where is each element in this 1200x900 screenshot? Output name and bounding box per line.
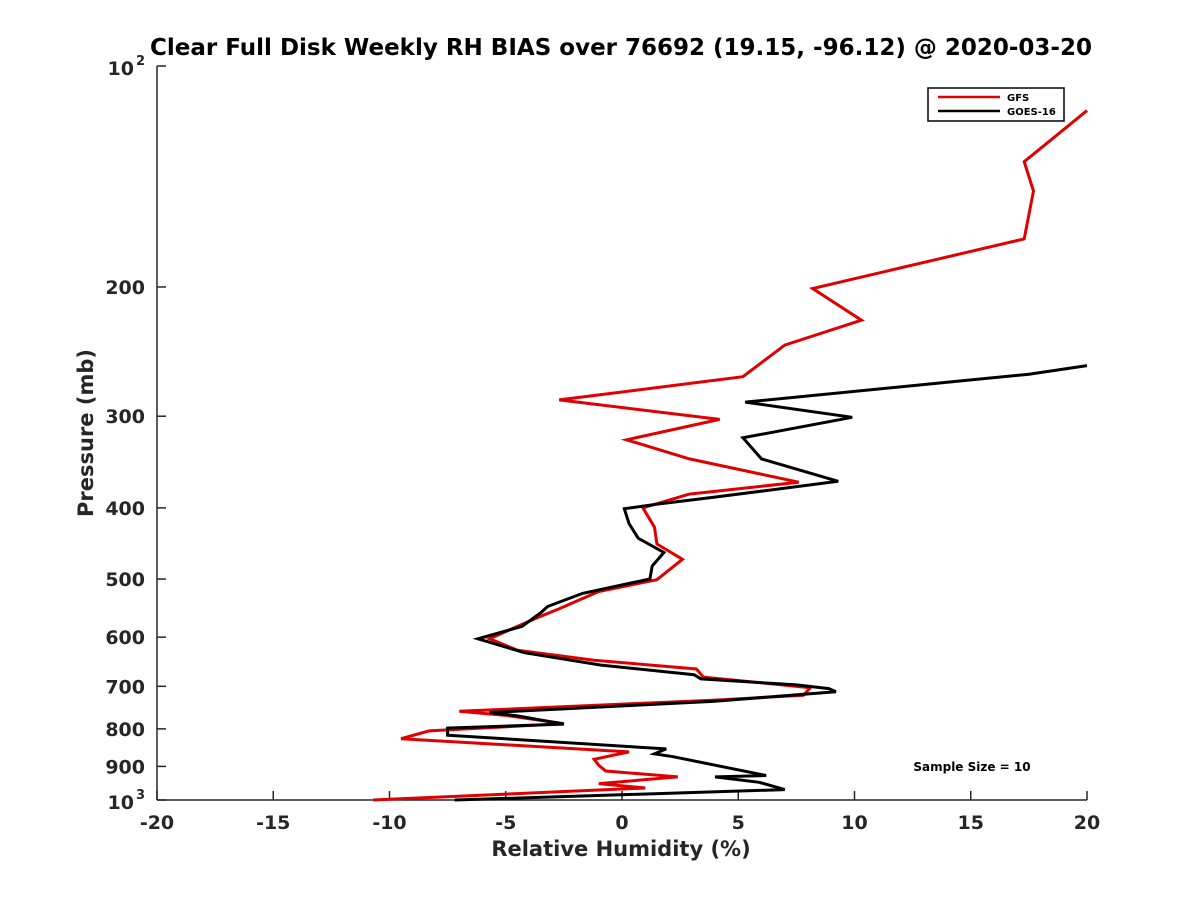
x-tick-label: -5 [495,812,516,834]
series-lines [373,109,1088,802]
y-tick-label: 500 [105,569,145,591]
y-tick-label: 700 [105,676,145,698]
y-bottom-decade-label: 10 [108,792,134,814]
series-line-goes16 [446,364,1088,802]
y-tick-label: 400 [105,498,145,520]
sample-size-annotation: Sample Size = 10 [913,760,1030,774]
y-tick-label: 900 [105,756,145,778]
x-tick-label: -10 [372,812,406,834]
x-tick-label: 20 [1074,812,1100,834]
y-top-decade-label: 10 [108,58,134,80]
y-tick-label: 200 [105,277,145,299]
x-tick-label: 15 [958,812,984,834]
y-tick-label: 800 [105,719,145,741]
legend-box [927,87,1065,122]
chart-title: Clear Full Disk Weekly RH BIAS over 7669… [150,35,1092,61]
x-tick-label: 0 [615,812,628,834]
x-tick-label: -20 [140,812,174,834]
plot-area: -20 -15 -10 -5 0 5 10 15 20 200 300 400 500 600 700 80… [105,54,1100,834]
x-tick-label: 5 [732,812,745,834]
legend: GFS GOES-16 [927,87,1065,122]
x-ticks: -20 -15 -10 -5 0 5 10 15 20 [140,791,1100,834]
x-tick-label: 10 [841,812,867,834]
y-top-decade-exponent: 2 [136,54,145,69]
x-tick-label: -15 [256,812,290,834]
x-axis-label: Relative Humidity (%) [491,837,750,861]
legend-label-goes16: GOES-16 [1007,107,1056,118]
y-bottom-decade-exponent: 3 [136,788,145,803]
y-tick-label: 300 [105,406,145,428]
legend-label-gfs: GFS [1007,93,1029,104]
y-tick-label: 600 [105,627,145,649]
y-axis-label: Pressure (mb) [74,349,98,517]
